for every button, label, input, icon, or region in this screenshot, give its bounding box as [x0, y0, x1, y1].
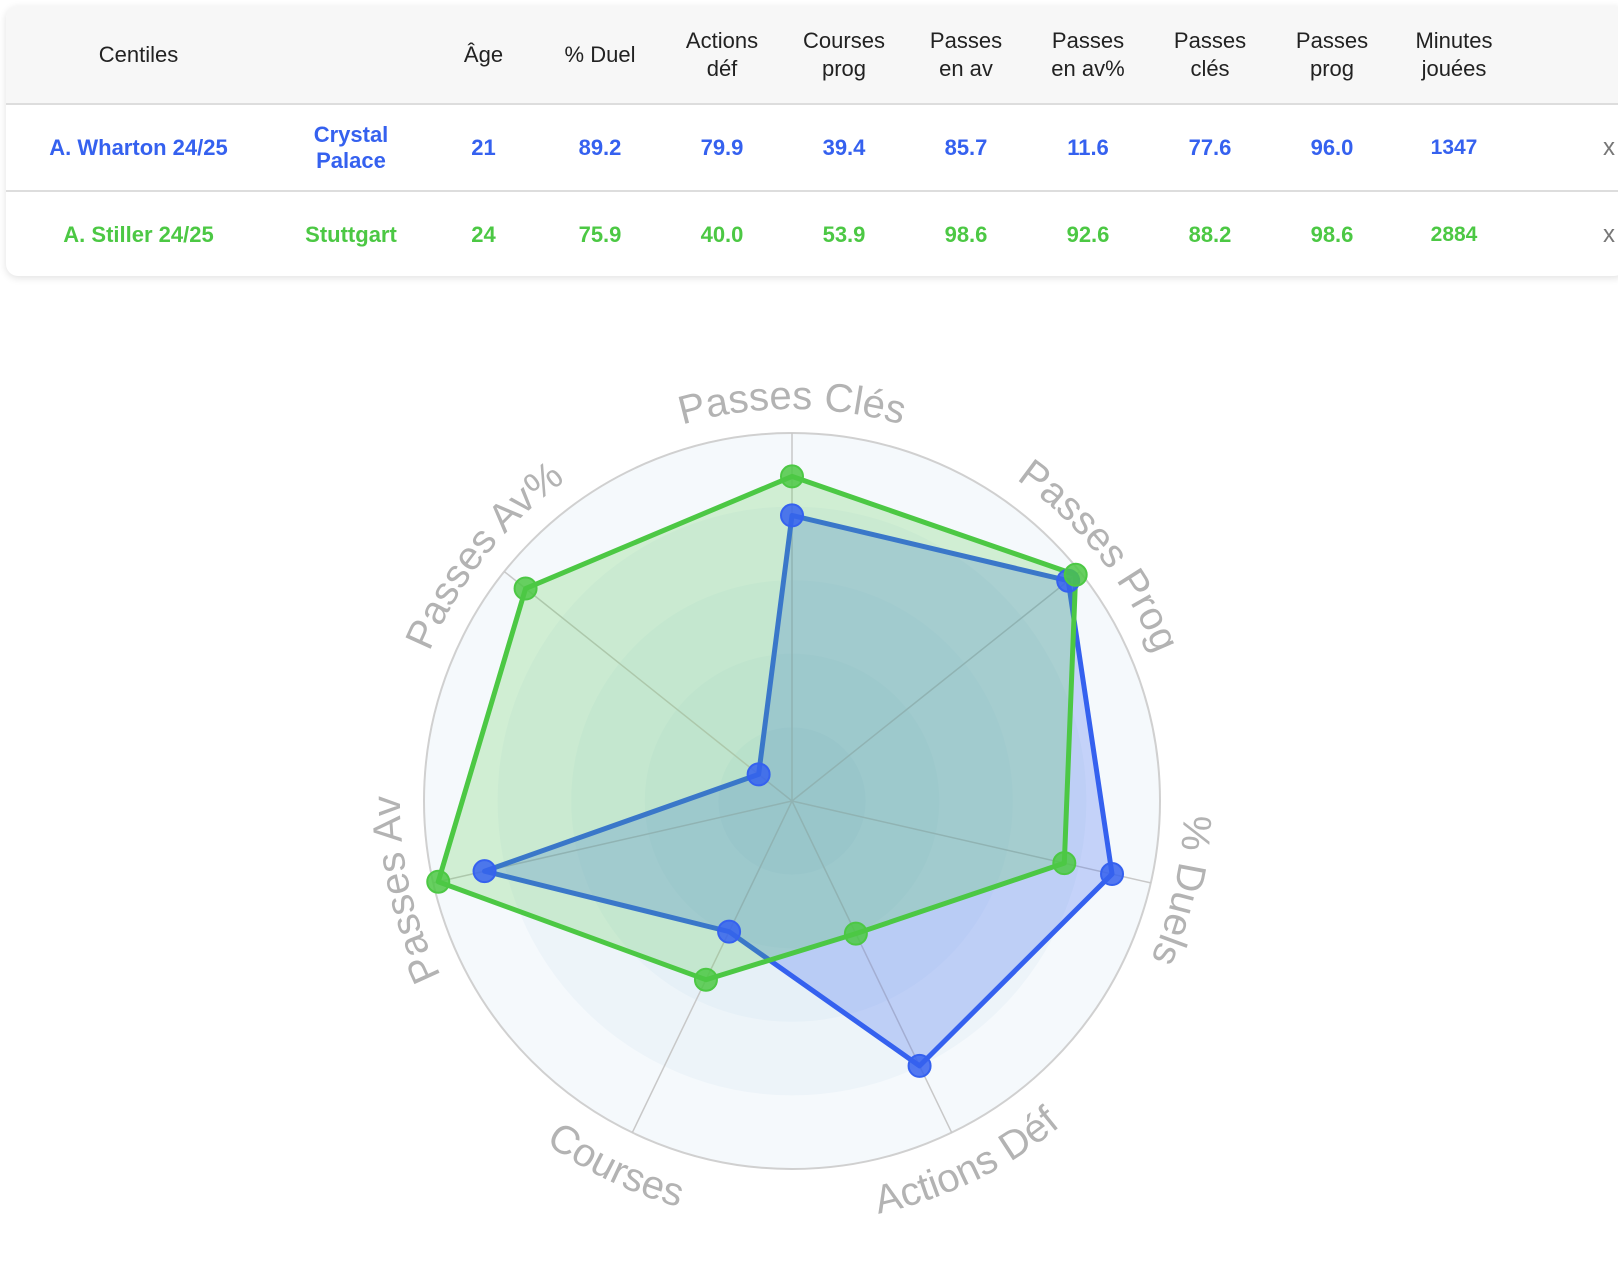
cell-minutes-played: 1347: [1430, 135, 1478, 159]
header-centiles: Centiles: [98, 41, 179, 67]
player-name: A. Wharton 24/25: [49, 134, 228, 160]
player-name: A. Stiller 24/25: [63, 222, 214, 247]
radar-spoke: [791, 800, 953, 1133]
radar-data-point: [472, 859, 497, 884]
cell-prog-carries: 39.4: [822, 134, 866, 160]
radar-data-point: [717, 919, 742, 944]
cell-key-passes: 77.6: [1188, 134, 1232, 160]
remove-player-button[interactable]: x: [1603, 133, 1615, 161]
comparison-table-card: Centiles Âge % Duel Actions déf Courses prog Pa…: [6, 6, 1618, 276]
cell-forward-passes: 85.7: [944, 134, 988, 160]
percentile-table: Centiles Âge % Duel Actions déf Courses prog Pa…: [6, 6, 1618, 276]
header-duel-pct: % Duel: [564, 41, 636, 67]
radar-data-point: [780, 464, 804, 489]
table-header-row: Centiles Âge % Duel Actions déf Courses prog Pa…: [6, 6, 1618, 104]
cell-prog-passes: 98.6: [1310, 222, 1354, 247]
cell-age: 24: [471, 222, 496, 247]
table-row: A. Wharton 24/25 Crystal Palace 21 89.2 79.9 3…: [6, 104, 1618, 191]
remove-player-button[interactable]: x: [1603, 221, 1615, 248]
header-minutes-played: Minutes jouées: [1415, 27, 1493, 81]
radar-spoke: [631, 800, 793, 1133]
header-key-passes: Passes clés: [1173, 27, 1247, 81]
radar-spoke: [791, 800, 1151, 884]
radar-data-point: [693, 967, 718, 992]
cell-key-passes: 88.2: [1188, 222, 1232, 247]
header-prog-passes: Passes prog: [1295, 27, 1369, 81]
cell-age: 21: [471, 134, 496, 160]
radar-data-point: [1052, 851, 1077, 876]
cell-def-actions: 40.0: [700, 222, 744, 247]
cell-duel-pct: 75.9: [578, 222, 622, 247]
header-forward-passes: Passes en av: [929, 27, 1003, 81]
header-def-actions: Actions déf: [685, 27, 759, 81]
club-name: Stuttgart: [305, 222, 397, 247]
radar-data-point: [907, 1053, 932, 1078]
club-name: Crystal Palace: [313, 121, 389, 173]
radar-spoke: [791, 570, 1081, 802]
radar-series-area: [435, 473, 1079, 983]
cell-duel-pct: 89.2: [578, 134, 622, 160]
table-row: A. Stiller 24/25 Stuttgart 24 75.9 40.0 53.9 9…: [6, 191, 1618, 276]
radar-data-point: [426, 869, 451, 894]
cell-forward-pass-pct: 11.6: [1067, 134, 1109, 160]
radar-data-point: [843, 921, 868, 946]
header-age: Âge: [463, 41, 504, 67]
radar-data-point: [1063, 562, 1088, 587]
cell-forward-pass-pct: 92.6: [1066, 222, 1110, 247]
radar-axis-label-text: Passes Clés: [674, 374, 911, 433]
header-prog-carries: Courses prog: [803, 27, 885, 81]
cell-forward-passes: 98.6: [944, 222, 988, 247]
cell-minutes-played: 2884: [1430, 223, 1478, 246]
radar-data-point: [1100, 862, 1125, 887]
header-forward-pass-pct: Passes en av%: [1051, 27, 1125, 81]
radar-data-point: [746, 762, 771, 787]
cell-prog-passes: 96.0: [1310, 134, 1354, 160]
radar-axis-label: Passes Clés: [674, 374, 911, 433]
radar-spoke: [503, 570, 793, 802]
cell-def-actions: 79.9: [700, 134, 744, 160]
radar-data-point: [780, 503, 804, 528]
radar-data-point: [513, 576, 538, 601]
cell-prog-carries: 53.9: [822, 222, 866, 247]
